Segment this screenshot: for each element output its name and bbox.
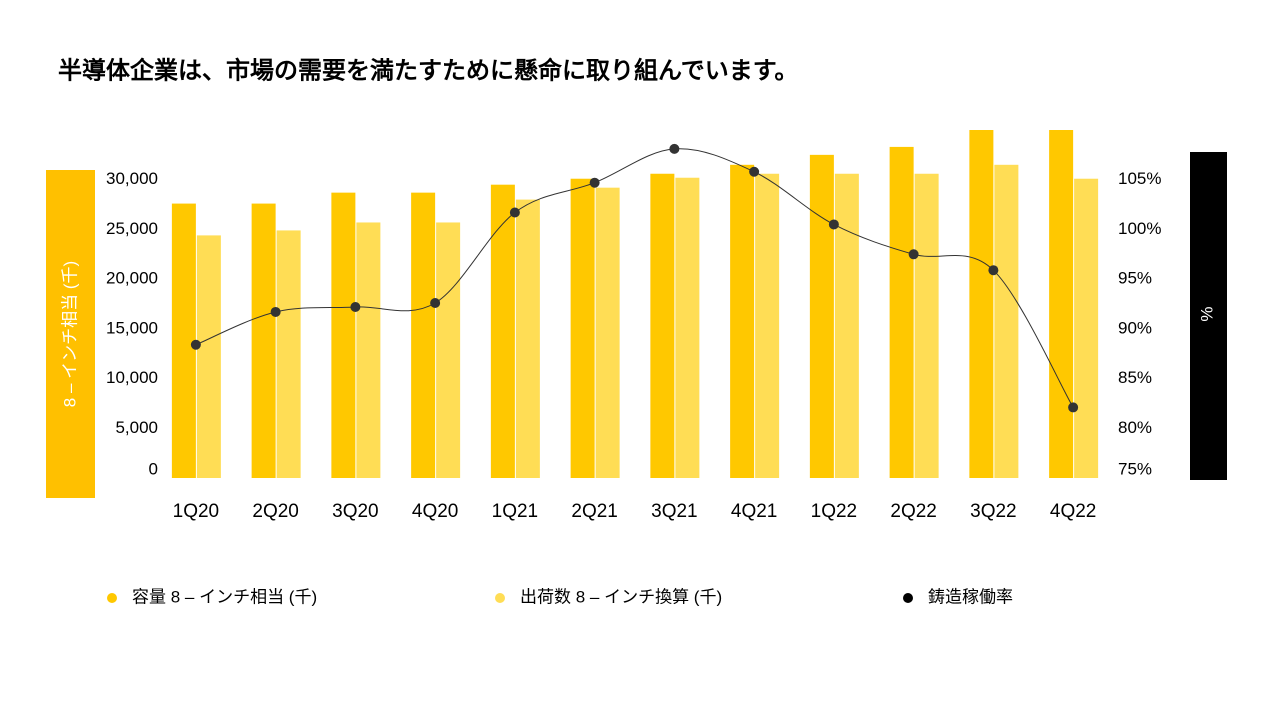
bar [809,154,834,478]
bar [251,203,276,478]
bar [331,192,356,478]
legend-marker [107,593,117,603]
bar [650,173,675,478]
bar [675,177,700,478]
bar [969,130,994,478]
y2-tick-label: 95% [1118,269,1152,288]
line-point [270,306,281,317]
bar [411,192,436,478]
x-tick-label: 4Q20 [412,501,458,522]
line-point [828,219,839,230]
bar [914,173,939,478]
legend-marker [903,593,913,603]
line-point [749,166,760,177]
y2-tick-label: 90% [1118,318,1152,337]
bar [171,203,196,478]
y2-tick-label: 75% [1118,459,1152,478]
y-tick-label: 30,000 [106,169,158,188]
y2-axis-title: % [1197,306,1216,321]
line-point [430,298,441,309]
bar [595,187,620,478]
x-tick-label: 1Q21 [492,501,538,522]
y2-tick-label: 100% [1118,219,1161,238]
legend-label: 鋳造稼働率 [928,587,1013,606]
x-tick-label: 1Q20 [173,501,219,522]
y2-axis-title-box [1190,152,1227,480]
y2-tick-label: 85% [1118,368,1152,387]
y-tick-label: 10,000 [106,368,158,387]
bar [889,146,914,478]
x-tick-label: 2Q21 [571,501,617,522]
x-tick-label: 3Q22 [970,501,1016,522]
bar [515,199,540,478]
line-point [669,143,680,154]
y2-tick-label: 105% [1118,169,1161,188]
bar [1074,178,1099,478]
x-tick-label: 2Q22 [890,501,936,522]
line [195,148,1074,408]
line-point [908,249,919,260]
y-axis-title-box [46,170,95,498]
chart-title: 半導体企業は、市場の需要を満たすために懸命に取り組んでいます。 [58,56,798,84]
bar [196,235,221,478]
x-tick-label: 1Q22 [811,501,857,522]
y-tick-label: 20,000 [106,269,158,288]
bar [276,230,301,478]
x-tick-label: 2Q20 [252,501,298,522]
bar [730,164,755,479]
bar [834,173,859,478]
x-tick-label: 4Q22 [1050,501,1096,522]
y-axis-title: 8 – インチ相当 (千) [60,261,79,407]
legend-label: 容量 8 – インチ相当 (千) [132,587,317,606]
line-point [589,177,600,188]
y-tick-label: 5,000 [115,418,158,437]
bar [436,222,461,478]
x-tick-label: 3Q20 [332,501,378,522]
y-tick-label: 25,000 [106,219,158,238]
x-tick-label: 4Q21 [731,501,777,522]
line-point [190,339,201,350]
y-tick-label: 15,000 [106,318,158,337]
x-tick-label: 3Q21 [651,501,697,522]
bar [755,173,780,478]
line-point [509,207,520,218]
y2-tick-label: 80% [1118,418,1152,437]
line-point [988,265,999,276]
y-tick-label: 0 [149,459,158,478]
bar [490,184,515,478]
legend-label: 出荷数 8 – インチ換算 (千) [520,587,722,606]
bar [994,164,1019,479]
bar [570,178,595,478]
bar [356,222,381,478]
bar [1049,130,1074,478]
line-point [1068,402,1079,413]
legend-marker [495,593,505,603]
line-point [350,301,361,312]
